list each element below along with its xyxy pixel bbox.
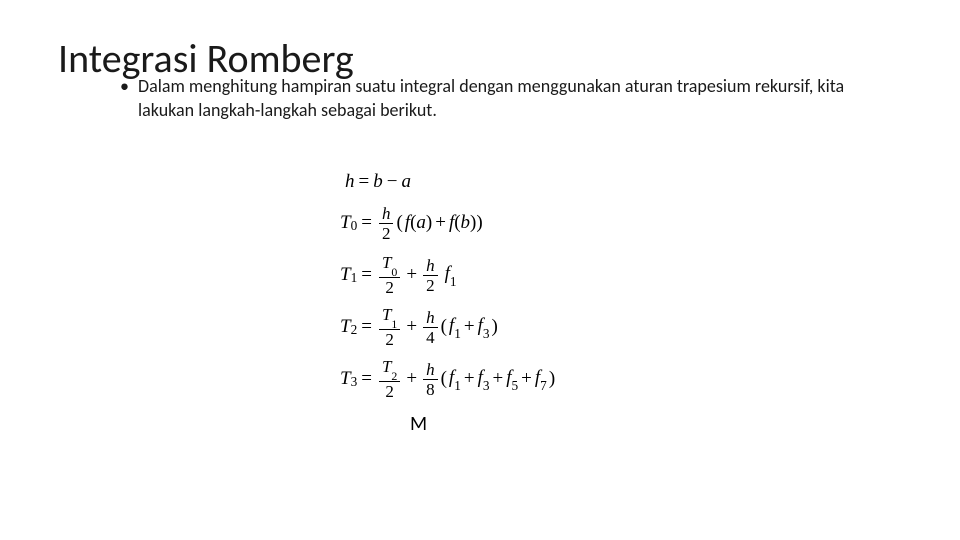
bullet-dot: • <box>120 74 129 98</box>
equation-continuation: M <box>340 412 555 436</box>
equation-t2: T2 = T1 2 + h 4 ( f1 + f3 ) <box>340 308 555 346</box>
bullet-text: Dalam menghitung hampiran suatu integral… <box>138 75 844 121</box>
bullet-paragraph: • Dalam menghitung hampiran suatu integr… <box>138 74 858 123</box>
equation-h: h = b − a <box>340 170 555 194</box>
equations-block: h = b − a T0 = h 2 ( f(a) + f(b) ) T1 = … <box>340 170 555 436</box>
equation-t0: T0 = h 2 ( f(a) + f(b) ) <box>340 204 555 242</box>
equation-t3: T3 = T2 2 + h 8 ( f1 + f3 + f5 + f7 ) <box>340 360 555 398</box>
equation-t1: T1 = T0 2 + h 2 f1 <box>340 256 555 294</box>
